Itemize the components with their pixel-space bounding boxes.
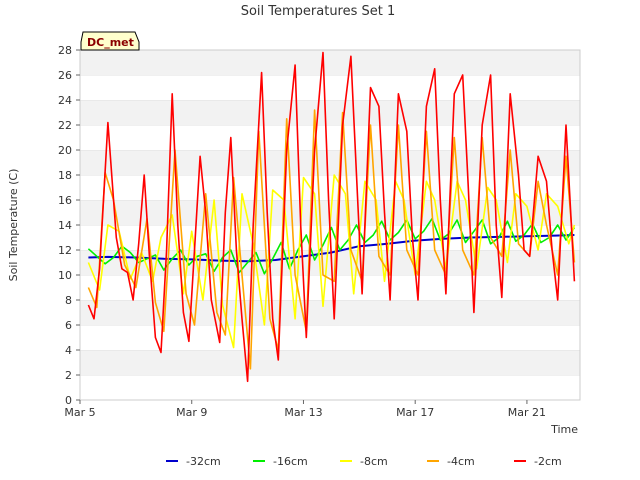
grid-band	[80, 75, 580, 100]
y-tick-label: 22	[58, 119, 72, 132]
station-badge-label: DC_met	[87, 36, 134, 49]
legend-label: -8cm	[360, 455, 388, 468]
legend: -32cm -16cm -8cm -4cm -2cm	[166, 455, 562, 468]
grid-band	[80, 125, 580, 150]
x-axis-ticks: Mar 5 Mar 9 Mar 13 Mar 17 Mar 21	[64, 400, 546, 419]
y-tick-label: 18	[58, 169, 72, 182]
series-lines	[87, 51, 576, 383]
grid-band	[80, 150, 580, 175]
y-tick-label: 8	[65, 294, 72, 307]
y-tick-label: 28	[58, 44, 72, 57]
series-line-minus-2cm	[87, 51, 576, 383]
grid-band	[80, 175, 580, 200]
x-tick-label: Mar 5	[64, 406, 95, 419]
y-tick-label: 20	[58, 144, 72, 157]
y-tick-label: 10	[58, 269, 72, 282]
x-tick-label: Mar 13	[284, 406, 322, 419]
y-tick-label: 0	[65, 394, 72, 407]
legend-label: -16cm	[273, 455, 308, 468]
y-tick-label: 26	[58, 69, 72, 82]
legend-label: -4cm	[447, 455, 475, 468]
y-axis-label: Soil Temperature (C)	[7, 169, 20, 282]
series-line-minus-8cm	[87, 174, 576, 349]
x-tick-label: Mar 9	[176, 406, 207, 419]
grid-band	[80, 50, 580, 75]
chart-title: Soil Temperatures Set 1	[241, 4, 396, 19]
x-axis-label: Time	[550, 423, 578, 436]
station-badge: DC_met	[80, 31, 140, 51]
grid-band	[80, 100, 580, 125]
x-tick-label: Mar 21	[508, 406, 546, 419]
y-tick-label: 12	[58, 244, 72, 257]
series-line-minus-4cm	[87, 109, 576, 370]
y-tick-label: 6	[65, 319, 72, 332]
y-tick-label: 24	[58, 94, 72, 107]
legend-label: -2cm	[534, 455, 562, 468]
grid-band	[80, 250, 580, 275]
grid-band	[80, 350, 580, 375]
grid-band	[80, 375, 580, 400]
y-tick-label: 14	[58, 219, 72, 232]
y-tick-label: 4	[65, 344, 72, 357]
x-tick-label: Mar 17	[396, 406, 434, 419]
y-tick-label: 16	[58, 194, 72, 207]
legend-label: -32cm	[186, 455, 221, 468]
y-tick-label: 2	[65, 369, 72, 382]
